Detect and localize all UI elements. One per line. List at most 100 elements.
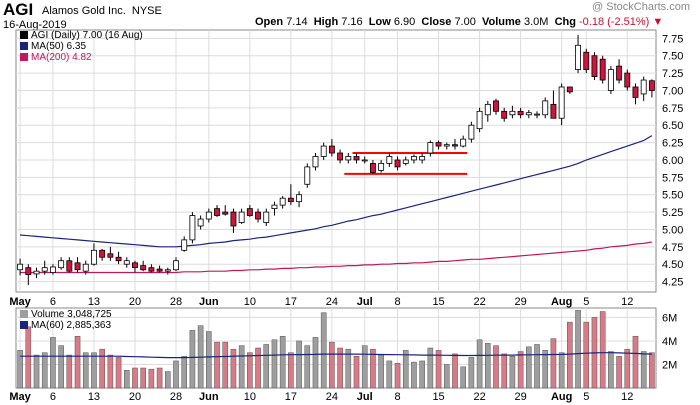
volume-bar	[165, 371, 171, 389]
price-tick-label: 6.00	[662, 155, 683, 167]
chg-label: Chg	[554, 16, 576, 28]
volume-bar	[296, 340, 302, 389]
volume-x-tick-label: 8	[394, 391, 400, 403]
candle-body	[271, 204, 278, 210]
ohlc-summary: Open 7.14 High 7.16 Low 6.90 Close 7.00 …	[255, 16, 663, 28]
volume-bar	[534, 344, 540, 389]
candle-body	[41, 267, 48, 272]
volume-x-tick-label: 24	[326, 391, 338, 403]
chg-value: -0.18 (-2.51%)	[579, 16, 650, 28]
volume-bar	[99, 348, 105, 389]
candle-body	[484, 103, 491, 116]
candle-body	[173, 260, 179, 271]
volume-bar	[427, 347, 434, 389]
high-label: High	[313, 16, 339, 28]
x-tick-label: 22	[473, 296, 485, 308]
volume-bar	[394, 363, 401, 389]
volume-x-tick-label: 6	[50, 391, 56, 403]
volume-bar	[189, 330, 196, 389]
volume-bar	[66, 354, 73, 389]
volume-bar	[320, 312, 327, 389]
volume-bar	[649, 352, 655, 389]
volume-swatch-icon	[20, 310, 28, 319]
volume-bar	[443, 364, 450, 389]
x-tick-label: 10	[244, 296, 256, 308]
candle-body	[435, 142, 442, 147]
volume-bar	[468, 357, 475, 389]
candle-body	[353, 156, 360, 161]
legend-ma200-label: MA(200) 4.82	[31, 52, 92, 63]
volume-frame	[15, 307, 657, 389]
x-tick-label: 29	[514, 296, 526, 308]
candle-body	[115, 256, 122, 262]
candle-body	[411, 156, 417, 161]
open-value: 7.14	[286, 16, 308, 28]
volume-x-tick-label: 15	[432, 391, 444, 403]
x-tick-label: 20	[129, 296, 141, 308]
volume-bar	[435, 350, 442, 389]
volume-x-tick-label: 10	[244, 391, 256, 403]
volume-x-tick-label: 28	[170, 391, 182, 403]
candle-body	[33, 270, 40, 275]
volume-bar	[361, 345, 368, 389]
price-tick-label: 7.75	[662, 33, 683, 45]
legend-ma50: MA(50) 6.35	[20, 41, 143, 52]
volume-bar	[25, 326, 32, 389]
candle-body	[189, 215, 196, 241]
vma60-swatch-icon	[20, 321, 28, 330]
legend-price-label: AGI (Daily) 7.00 (16 Aug)	[31, 30, 143, 41]
volume-bar	[140, 367, 146, 389]
volume-bar	[238, 345, 245, 389]
volume-bar	[370, 348, 376, 389]
volume-tick-label: 2M	[662, 359, 677, 371]
volume-bar	[386, 360, 393, 389]
volume-bar	[33, 354, 40, 389]
candle-body	[25, 267, 32, 276]
candle-body	[17, 263, 24, 271]
candle-body	[640, 79, 647, 95]
volume-bar	[616, 355, 622, 389]
volume-bar	[640, 351, 647, 389]
candle-body	[222, 211, 229, 215]
x-tick-label: Aug	[551, 296, 572, 308]
volume-x-tick-label: 22	[473, 391, 485, 403]
volume-bar	[509, 355, 516, 389]
volume-panel: May 6 13 20 28 Jun 10 17 24 Jul 8 15 22 29 Aug 5 12 2M 4M 6…	[9, 307, 677, 403]
volume-bar	[460, 366, 466, 389]
watermark: @ StockCharts.com	[592, 1, 690, 13]
volume-bar	[181, 355, 187, 389]
volume-bar	[632, 335, 639, 389]
volume-bar	[485, 343, 491, 389]
volume-bar	[329, 341, 335, 389]
volume-tick-label: 4M	[662, 336, 677, 348]
candle-body	[452, 144, 458, 147]
volume-bar	[123, 370, 130, 389]
x-tick-label: 5	[583, 296, 589, 308]
volume-ma60-line	[20, 352, 652, 359]
volume-bar	[91, 352, 97, 389]
price-tick-label: 5.50	[662, 190, 683, 202]
volume-bar	[419, 360, 425, 389]
candle-body	[468, 124, 475, 140]
x-tick-label: Jul	[357, 296, 373, 308]
legend-vma60-label: MA(60) 2,885,363	[31, 320, 112, 331]
candle-body	[648, 80, 655, 91]
volume-bar	[526, 346, 532, 389]
volume-x-tick-label: Jul	[357, 391, 373, 403]
volume-bar	[599, 311, 606, 389]
candle-body	[107, 253, 114, 258]
candle-body	[49, 266, 56, 273]
volume-bar	[115, 357, 122, 389]
volume-bar	[230, 348, 237, 389]
down-arrow-icon: ▼	[652, 16, 664, 28]
volume-bar	[501, 353, 507, 389]
candle-body	[99, 249, 106, 258]
volume-bar	[550, 338, 557, 389]
legend-vma60: MA(60) 2,885,363	[20, 320, 112, 331]
candle-body	[156, 268, 163, 272]
candle-body	[476, 110, 483, 130]
x-tick-label: 15	[432, 296, 444, 308]
volume-bar	[173, 360, 179, 389]
volume-x-tick-label: 13	[88, 391, 100, 403]
legend-volume-label: Volume 3,048,725	[31, 309, 112, 320]
